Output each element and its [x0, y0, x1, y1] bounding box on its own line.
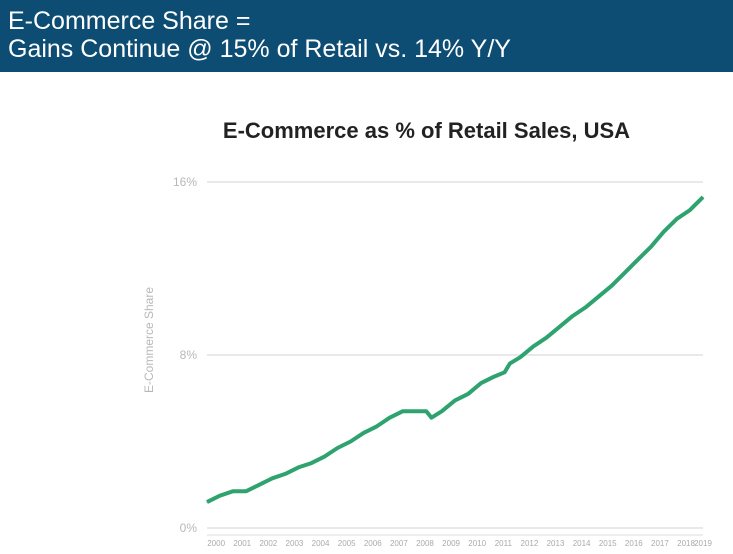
data-point — [637, 259, 639, 261]
y-tick-label: 0% — [180, 521, 198, 535]
x-tick-label: 2002 — [259, 539, 277, 548]
data-point — [232, 490, 234, 492]
data-point — [284, 473, 286, 475]
data-point — [323, 456, 325, 458]
data-point — [598, 296, 600, 298]
data-point — [454, 399, 456, 401]
data-point — [415, 410, 417, 412]
slide-title-line-1: E-Commerce Share = — [8, 7, 251, 35]
chart-title: E-Commerce as % of Retail Sales, USA — [222, 118, 631, 143]
data-point — [363, 432, 365, 434]
x-tick-label: 2005 — [338, 539, 356, 548]
data-point — [509, 363, 511, 365]
data-point — [219, 495, 221, 497]
x-tick-label: 2017 — [651, 539, 669, 548]
x-tick-label: 2007 — [390, 539, 408, 548]
x-tick-label: 2013 — [547, 539, 565, 548]
data-point — [310, 462, 312, 464]
x-tick-label: 2006 — [364, 539, 382, 548]
data-point — [337, 447, 339, 449]
data-point — [504, 371, 506, 373]
y-tick-label: 8% — [180, 348, 198, 362]
data-point — [545, 337, 547, 339]
data-point — [480, 382, 482, 384]
data-point — [624, 272, 626, 274]
x-tick-label: 2001 — [233, 539, 251, 548]
data-point — [689, 209, 691, 211]
x-tick-label: 2008 — [416, 539, 434, 548]
data-point — [389, 417, 391, 419]
data-point — [702, 196, 704, 198]
data-point — [532, 345, 534, 347]
x-tick-label: 2018 — [677, 539, 695, 548]
data-point — [258, 484, 260, 486]
data-point — [441, 410, 443, 412]
data-point — [297, 466, 299, 468]
x-tick-label: 2003 — [286, 539, 304, 548]
slide-header: E-Commerce Share = Gains Continue @ 15% … — [0, 0, 733, 72]
data-point — [493, 376, 495, 378]
data-point — [431, 417, 433, 419]
data-point — [558, 326, 560, 328]
data-point — [245, 490, 247, 492]
y-tick-label: 16% — [173, 175, 197, 189]
y-axis-label: E-Commerce Share — [142, 287, 156, 393]
slide-title-line-2: Gains Continue @ 15% of Retail vs. 14% Y… — [8, 35, 511, 63]
data-point — [271, 477, 273, 479]
x-tick-label: 2014 — [573, 539, 591, 548]
data-point — [402, 410, 404, 412]
data-point — [350, 441, 352, 442]
data-point — [650, 246, 652, 248]
data-point — [611, 285, 613, 287]
data-point — [663, 231, 665, 233]
x-tick-label: 2019 — [694, 539, 712, 548]
x-tick-label: 2010 — [468, 539, 486, 548]
x-tick-label: 2011 — [495, 539, 513, 548]
x-tick-label: 2009 — [442, 539, 460, 548]
x-tick-label: 2016 — [625, 539, 643, 548]
data-point — [376, 425, 378, 427]
x-tick-label: 2012 — [521, 539, 539, 548]
x-tick-label: 2015 — [599, 539, 617, 548]
x-tick-label: 2004 — [312, 539, 330, 548]
data-point — [425, 410, 427, 412]
data-point — [467, 393, 469, 395]
data-point — [676, 218, 678, 220]
x-tick-label: 2000 — [207, 539, 225, 548]
data-point — [519, 356, 521, 358]
data-point — [571, 315, 573, 317]
data-point — [585, 306, 587, 308]
series-line — [206, 195, 705, 504]
data-point — [206, 501, 208, 503]
